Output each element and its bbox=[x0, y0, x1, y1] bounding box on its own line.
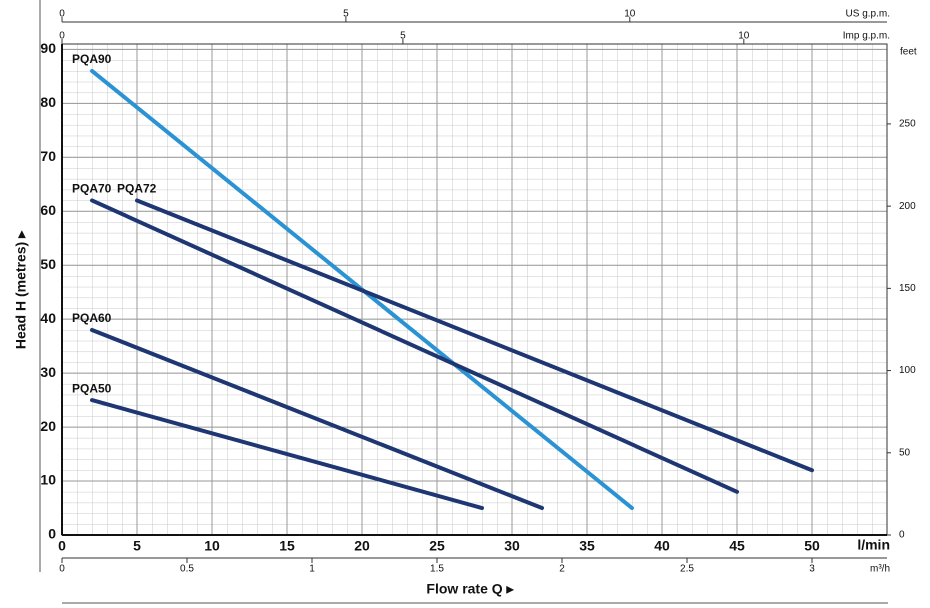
x-axis-title: Flow rate Q ▸ bbox=[426, 581, 514, 597]
x2-unit: US g.p.m. bbox=[846, 9, 890, 20]
x-tick-label: 15 bbox=[279, 538, 295, 554]
y2-tick-label: 150 bbox=[899, 283, 916, 294]
y2-tick-label: 250 bbox=[899, 119, 916, 130]
x-tick-label: 10 bbox=[204, 538, 220, 554]
x4-tick-label: 2 bbox=[559, 564, 565, 575]
y-tick-label: 40 bbox=[40, 310, 56, 326]
y2-tick-label: 200 bbox=[899, 201, 916, 212]
x3-tick-label: 10 bbox=[738, 31, 750, 42]
x4-tick-label: 1.5 bbox=[430, 564, 444, 575]
series-line bbox=[90, 198, 739, 494]
x-tick-label: 45 bbox=[729, 538, 745, 554]
x-tick-label: 35 bbox=[579, 538, 595, 554]
x4-tick-label: 0 bbox=[59, 564, 65, 575]
x3-tick-label: 5 bbox=[400, 31, 406, 42]
x-tick-label: 40 bbox=[654, 538, 670, 554]
series-line bbox=[90, 398, 484, 511]
x4-tick-label: 2.5 bbox=[680, 564, 694, 575]
x2-tick-label: 5 bbox=[343, 9, 349, 20]
x-tick-label: 20 bbox=[354, 538, 370, 554]
y-tick-label: 80 bbox=[40, 94, 56, 110]
y-tick-label: 20 bbox=[40, 418, 56, 434]
x-tick-label: 5 bbox=[133, 538, 141, 554]
x-tick-label: 50 bbox=[804, 538, 820, 554]
y2-tick-label: 100 bbox=[899, 365, 916, 376]
y-tick-label: 70 bbox=[40, 148, 56, 164]
y2-tick-label: 50 bbox=[899, 447, 911, 458]
series-label: PQA70 bbox=[72, 182, 112, 196]
x4-tick-label: 1 bbox=[309, 564, 315, 575]
x3-tick-label: 0 bbox=[59, 31, 65, 42]
y2-unit: feet bbox=[900, 47, 917, 58]
series-line bbox=[135, 198, 814, 473]
series-line bbox=[90, 327, 544, 511]
x2-tick-label: 0 bbox=[59, 9, 65, 20]
y-tick-label: 0 bbox=[48, 526, 56, 542]
y2-tick-label: 0 bbox=[899, 530, 905, 541]
x-tick-label: 0 bbox=[58, 538, 66, 554]
series-label: PQA50 bbox=[72, 381, 112, 395]
x4-unit: m³/h bbox=[870, 564, 890, 575]
x2-tick-label: 10 bbox=[624, 9, 636, 20]
y-axis-title: Head H (metres) ▸ bbox=[13, 230, 29, 349]
x3-unit: Imp g.p.m. bbox=[843, 31, 890, 42]
minor-grid-area bbox=[62, 44, 887, 535]
y-tick-label: 10 bbox=[40, 472, 56, 488]
x-tick-label: 25 bbox=[429, 538, 445, 554]
x4-tick-label: 3 bbox=[809, 564, 815, 575]
x-unit: l/min bbox=[857, 537, 890, 553]
y-tick-label: 30 bbox=[40, 364, 56, 380]
y-tick-label: 50 bbox=[40, 256, 56, 272]
y-tick-label: 60 bbox=[40, 202, 56, 218]
x4-tick-label: 0.5 bbox=[180, 564, 194, 575]
series-label: PQA72 bbox=[117, 182, 157, 196]
series-label: PQA90 bbox=[72, 52, 112, 66]
series-label: PQA60 bbox=[72, 311, 112, 325]
y-tick-label: 90 bbox=[40, 40, 56, 56]
x-tick-label: 30 bbox=[504, 538, 520, 554]
